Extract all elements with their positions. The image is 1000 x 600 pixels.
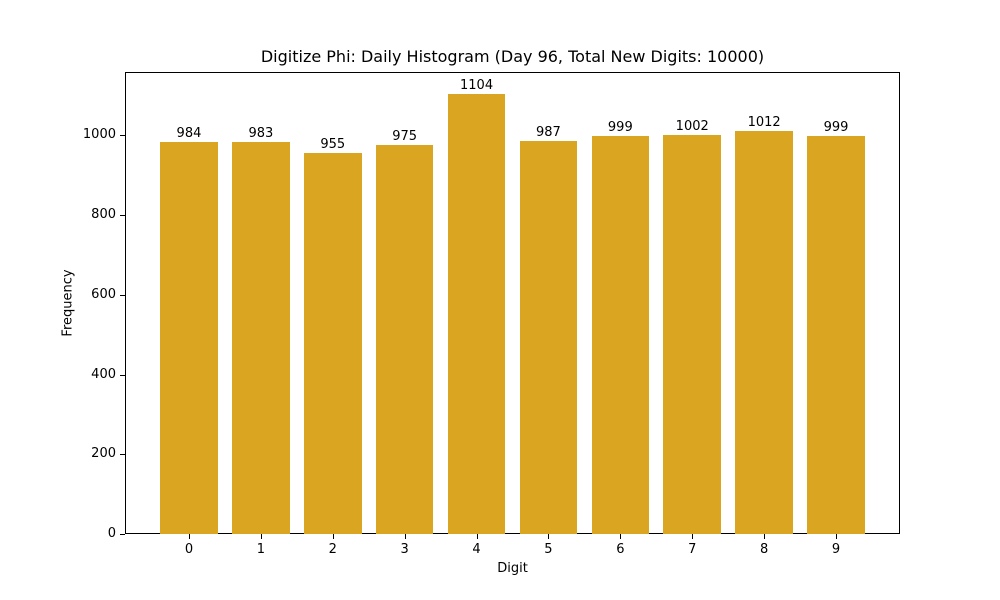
y-tick xyxy=(120,374,125,376)
bar-digit-0 xyxy=(160,141,218,534)
bar-digit-5 xyxy=(519,140,578,534)
bar-value-label: 1002 xyxy=(675,118,709,134)
bar-digit-3 xyxy=(375,145,434,534)
y-tick-label: 800 xyxy=(91,207,116,223)
bar-digit-7 xyxy=(663,134,721,534)
x-tick-label: 6 xyxy=(616,542,625,557)
y-tick-label: 1000 xyxy=(82,127,116,143)
x-tick-label: 1 xyxy=(256,542,266,557)
x-tick-label: 2 xyxy=(328,542,337,557)
x-tick xyxy=(332,534,334,539)
x-tick xyxy=(692,534,694,539)
y-tick xyxy=(120,454,125,456)
bar-value-label: 1012 xyxy=(747,114,781,130)
x-tick xyxy=(188,534,190,539)
bar-value-label: 955 xyxy=(320,137,346,153)
x-tick-label: 7 xyxy=(688,542,697,557)
bar-value-label: 987 xyxy=(536,124,561,140)
y-tick-label: 600 xyxy=(91,286,116,302)
bar-digit-4 xyxy=(447,93,506,534)
y-tick-label: 0 xyxy=(107,526,116,541)
y-axis-label: Frequency xyxy=(60,269,76,337)
y-tick-label: 200 xyxy=(91,446,116,462)
x-tick xyxy=(548,534,550,539)
chart-title: Digitize Phi: Daily Histogram (Day 96, T… xyxy=(260,47,765,66)
bar-digit-6 xyxy=(591,135,650,534)
bar-value-label: 999 xyxy=(607,119,633,135)
x-tick xyxy=(476,534,478,539)
x-tick xyxy=(260,534,262,539)
bar-value-label: 1104 xyxy=(460,77,494,93)
x-tick xyxy=(404,534,406,539)
y-tick xyxy=(120,534,125,535)
x-tick-label: 8 xyxy=(759,542,769,557)
x-tick xyxy=(764,534,766,539)
y-tick xyxy=(120,294,125,296)
x-tick-label: 5 xyxy=(544,542,553,557)
y-tick-label: 400 xyxy=(91,366,116,382)
bar-digit-8 xyxy=(735,130,793,534)
x-tick-label: 3 xyxy=(400,542,409,557)
bar-value-label: 984 xyxy=(176,125,202,141)
bar-value-label: 975 xyxy=(392,129,418,145)
bar-value-label: 999 xyxy=(823,119,849,135)
bar-digit-1 xyxy=(232,142,290,534)
y-tick xyxy=(120,135,125,137)
x-axis-label: Digit xyxy=(497,561,528,576)
bar-digit-2 xyxy=(304,153,362,534)
x-tick-label: 9 xyxy=(831,542,841,557)
x-tick xyxy=(836,534,838,539)
bar-digit-9 xyxy=(807,135,865,534)
plot-area xyxy=(125,72,900,534)
x-tick-label: 0 xyxy=(184,542,194,557)
x-tick xyxy=(620,534,622,539)
bar-value-label: 983 xyxy=(248,126,274,142)
y-tick xyxy=(120,215,125,217)
x-tick-label: 4 xyxy=(472,542,481,557)
